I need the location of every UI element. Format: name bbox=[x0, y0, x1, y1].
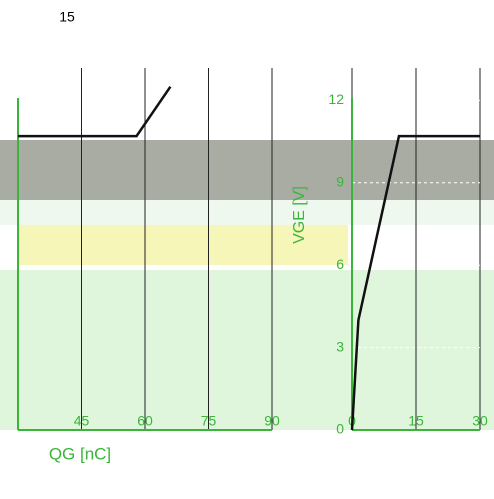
chart-title: 15 bbox=[59, 9, 75, 25]
band-yellow bbox=[18, 225, 348, 265]
y-axis-label: VGE [V] bbox=[291, 186, 308, 244]
y-tick-label: 3 bbox=[336, 338, 344, 354]
y-tick-label: 6 bbox=[336, 256, 344, 272]
y-tick-label: 12 bbox=[328, 91, 344, 107]
x-tick-label: 75 bbox=[201, 413, 217, 429]
x-tick-label: 60 bbox=[137, 413, 153, 429]
y-tick-label: 9 bbox=[336, 174, 344, 190]
x-tick-label: 90 bbox=[264, 413, 280, 429]
band-green bbox=[0, 270, 494, 430]
x-tick-label: 45 bbox=[74, 413, 90, 429]
x-tick-label: 15 bbox=[408, 413, 424, 429]
line-series bbox=[350, 134, 480, 431]
x-tick-label: 30 bbox=[472, 413, 488, 429]
x-axis-label: QG [nC] bbox=[49, 444, 111, 463]
y-tick-label: 0 bbox=[336, 421, 344, 437]
band-light bbox=[0, 200, 494, 225]
line-series bbox=[18, 85, 172, 138]
band-gray bbox=[0, 140, 494, 200]
